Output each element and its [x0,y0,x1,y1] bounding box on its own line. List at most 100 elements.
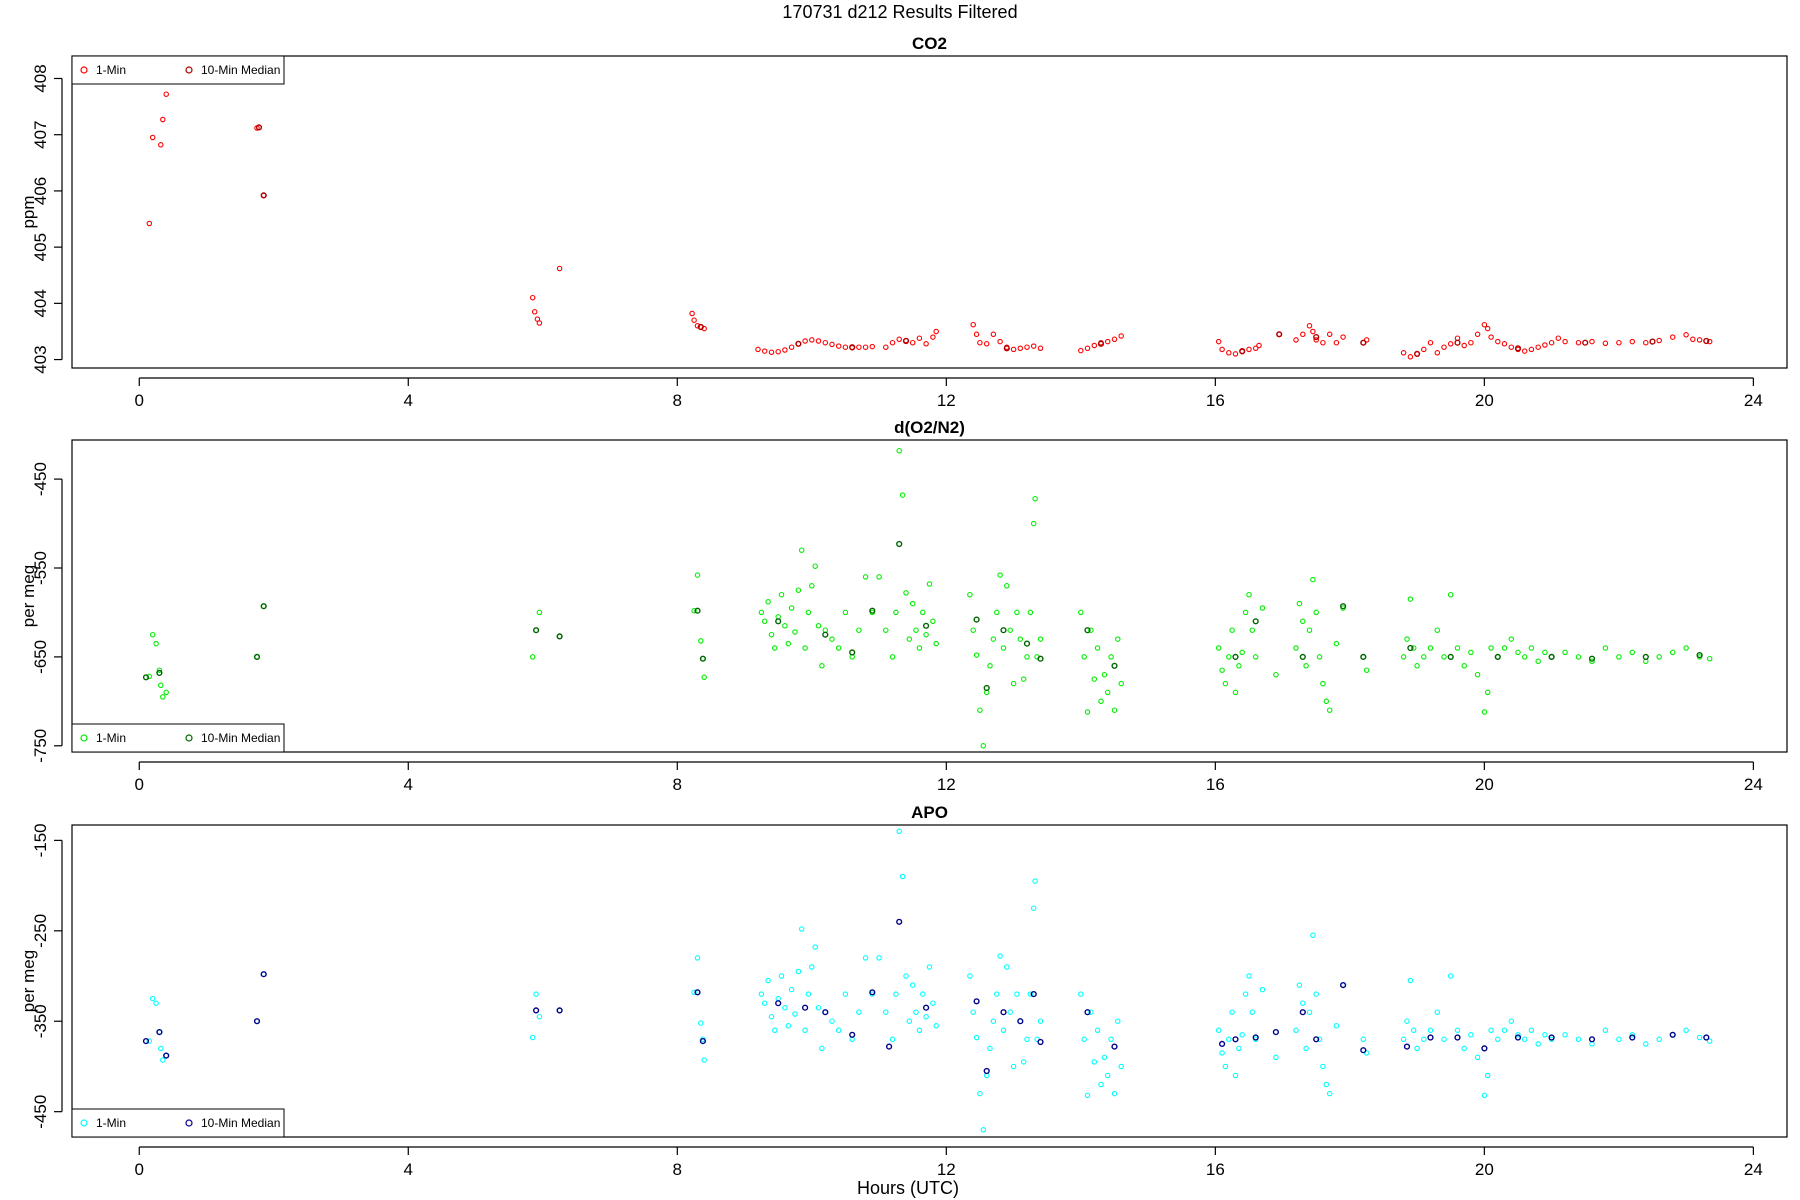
data-point [1535,344,1541,350]
data-point [1007,1009,1013,1015]
data-point [1310,932,1316,939]
data-point [883,344,889,350]
data-point [1555,335,1562,341]
data-point [149,631,156,638]
data-point [1032,495,1038,502]
data-point [809,964,815,970]
data-point [765,599,771,605]
data-point [1484,1072,1491,1079]
data-point [923,1013,929,1020]
data-point [1407,977,1414,984]
x-tick-label: 24 [1744,1160,1763,1179]
y-tick-label: 406 [31,177,50,205]
data-point [1575,1036,1582,1043]
data-point [149,995,156,1002]
data-point [1683,645,1689,651]
data-point [1219,1050,1225,1056]
data-point [869,607,876,614]
data-point [1037,1018,1044,1024]
data-point [1339,603,1347,610]
data-point [1252,345,1259,352]
data-point [842,344,849,350]
data-point [862,955,869,961]
data-point [1084,709,1091,715]
legend-box [71,1108,285,1138]
data-point [862,344,869,350]
data-point [1441,1036,1447,1043]
data-point [1323,1081,1330,1088]
x-tick-label: 8 [673,391,682,410]
y-tick-label: 408 [31,64,50,92]
data-point [1508,344,1515,350]
data-point [987,1045,993,1052]
data-point [1360,339,1367,346]
data-point [1115,636,1121,642]
data-point [973,1034,980,1041]
data-point [1276,331,1283,338]
data-point [772,1027,778,1034]
plot-frame [71,439,1788,753]
data-point [761,1000,768,1006]
data-point [1246,973,1252,979]
data-point [885,1043,893,1050]
data-point [1014,991,1020,997]
data-point [1000,627,1007,634]
data-point [1602,340,1609,347]
data-point [1542,649,1548,656]
data-point [792,629,798,635]
data-point [1273,671,1279,678]
series-1min [146,828,1713,1133]
data-point [1333,1023,1340,1029]
data-point [896,828,902,835]
data-point [970,627,976,633]
data-point [792,1011,798,1017]
y-tick-label: -650 [31,640,50,674]
data-point [997,572,1003,578]
data-point [1474,671,1481,678]
data-point [923,631,929,638]
legend-marker [185,1119,193,1127]
data-point [694,323,701,329]
data-point [785,1023,792,1029]
data-point [1562,1032,1568,1038]
data-point [916,645,923,651]
legend-label: 1-Min [96,731,126,745]
data-point [1427,1027,1434,1034]
data-point [842,991,849,997]
data-point [1340,334,1346,340]
data-point [970,321,976,328]
y-axis-label: per meg [19,950,38,1012]
y-tick-label: -550 [31,551,50,585]
series-median [142,540,1703,692]
data-point [146,673,153,680]
data-point [1252,1034,1259,1041]
data-point [698,1020,704,1026]
data-point [260,192,267,199]
data-point [163,1052,170,1059]
data-point [883,627,889,633]
data-point [1548,1034,1555,1041]
data-point [1320,1063,1326,1070]
data-point [1488,1027,1494,1034]
data-point [1400,654,1407,660]
data-point [798,547,805,553]
data-point [1447,973,1454,979]
data-point [1098,698,1104,705]
data-point [1236,1045,1242,1052]
data-point [1007,627,1013,633]
data-point [1303,663,1309,669]
data-point [1656,337,1662,344]
data-point [768,1013,775,1020]
data-point [913,1009,919,1015]
data-point [1091,342,1098,349]
data-point [1616,339,1622,346]
data-point [1010,1063,1017,1070]
data-point [556,633,563,640]
data-point [906,1018,913,1024]
data-point [1616,654,1622,660]
data-point [1656,1036,1662,1043]
data-point [1226,1036,1232,1043]
data-point [1246,346,1252,353]
data-point [1226,350,1232,356]
data-point [795,587,802,593]
